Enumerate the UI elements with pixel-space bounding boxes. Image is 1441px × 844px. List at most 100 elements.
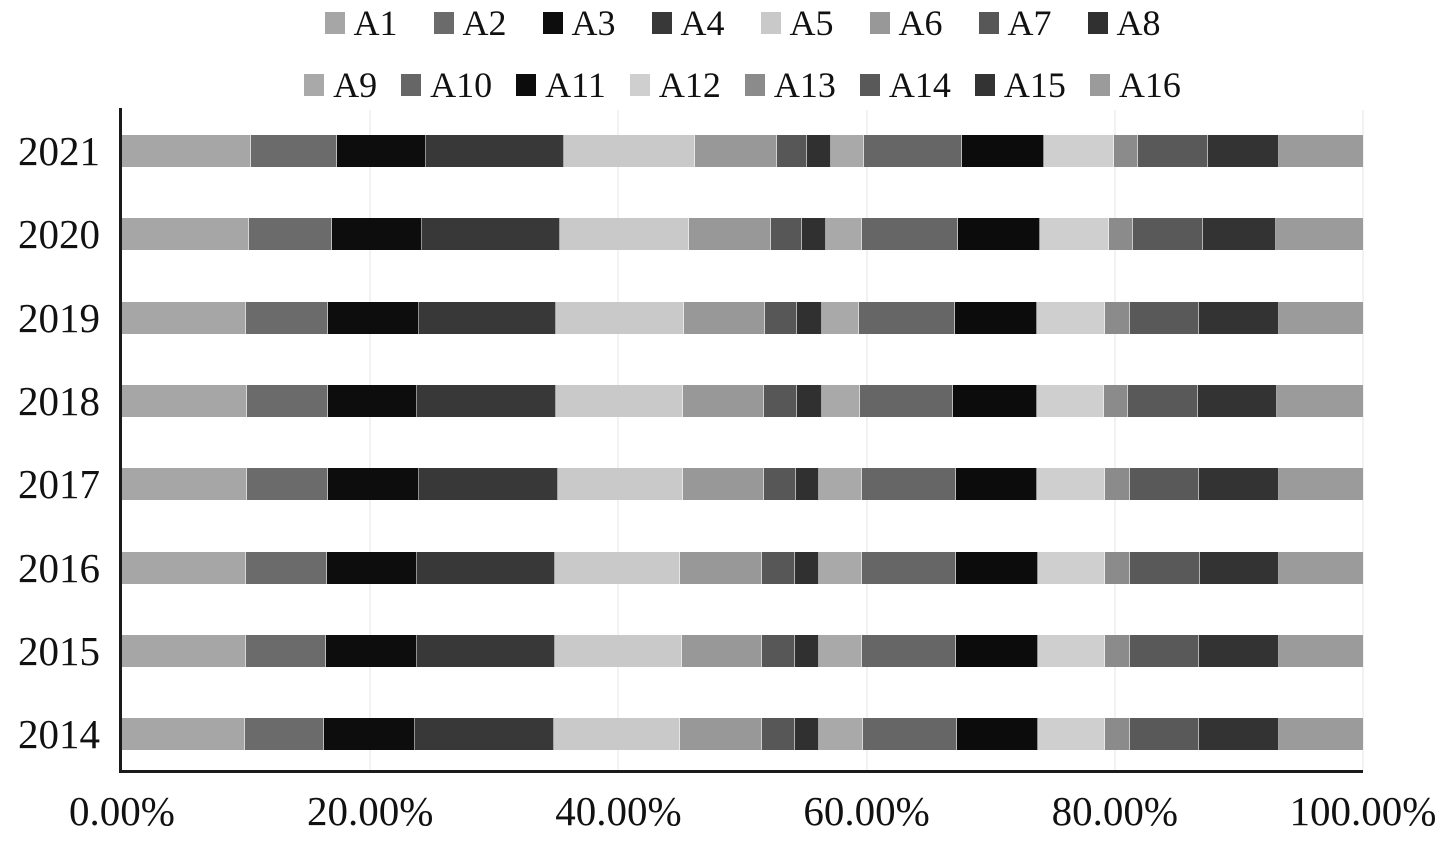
y-axis-label-2015: 2015 xyxy=(18,627,100,674)
bar-segment-2014-A10 xyxy=(862,718,958,751)
gridline-20 xyxy=(369,110,372,771)
bar-segment-2016-A12 xyxy=(1037,551,1105,584)
bar-segment-2018-A2 xyxy=(247,384,329,417)
bar-segment-2016-A15 xyxy=(1200,551,1279,584)
legend-item-A5: A5 xyxy=(760,2,834,44)
legend-swatch-A9 xyxy=(304,74,325,96)
bar-segment-2018-A7 xyxy=(763,384,798,417)
bar-segment-2017-A1 xyxy=(122,468,248,501)
bar-segment-2018-A11 xyxy=(953,384,1037,417)
legend-swatch-A6 xyxy=(869,12,890,34)
legend-label: A13 xyxy=(773,65,836,105)
legend-item-A8: A8 xyxy=(1087,2,1161,44)
bar-segment-2015-A6 xyxy=(681,634,763,667)
bar-segment-2018-A14 xyxy=(1128,384,1198,417)
bar-segment-2017-A6 xyxy=(682,468,764,501)
bar-segment-2014-A14 xyxy=(1129,718,1200,751)
bar-segment-2018-A16 xyxy=(1277,384,1363,417)
legend-label: A16 xyxy=(1118,65,1181,105)
bar-segment-2020-A7 xyxy=(771,218,803,251)
bar-segment-2016-A7 xyxy=(762,551,795,584)
bar-segment-2021-A11 xyxy=(962,135,1045,167)
legend-label: A10 xyxy=(430,65,493,105)
legend-item-A6: A6 xyxy=(869,2,943,44)
bar-segment-2017-A16 xyxy=(1278,468,1363,501)
bar-segment-2018-A6 xyxy=(682,384,764,417)
bar-segment-2016-A11 xyxy=(955,551,1038,584)
legend-swatch-A1 xyxy=(324,12,345,34)
y-axis-label-2018: 2018 xyxy=(18,377,100,424)
bar-segment-2021-A7 xyxy=(777,135,808,167)
x-axis-label-60: 60.00% xyxy=(803,788,930,834)
legend-swatch-A11 xyxy=(516,74,537,96)
bar-segment-2014-A12 xyxy=(1037,718,1105,751)
bar-segment-2016-A6 xyxy=(680,551,763,584)
bar-segment-2017-A3 xyxy=(328,468,419,501)
legend-swatch-A3 xyxy=(542,12,563,34)
bar-segment-2015-A7 xyxy=(762,634,795,667)
legend-item-A9: A9 xyxy=(304,64,377,106)
bar-segment-2020-A3 xyxy=(331,218,423,251)
bar-segment-2015-A11 xyxy=(955,634,1038,667)
bar-segment-2016-A13 xyxy=(1104,551,1130,584)
bar-segment-2015-A4 xyxy=(417,634,556,667)
bar-segment-2015-A8 xyxy=(794,634,820,667)
bar-segment-2015-A3 xyxy=(325,634,418,667)
bar-segment-2014-A5 xyxy=(553,718,681,751)
bar-segment-2014-A2 xyxy=(244,718,325,751)
bar-segment-2014-A11 xyxy=(957,718,1038,751)
bar-row-2021 xyxy=(122,135,1363,167)
bar-segment-2017-A5 xyxy=(557,468,683,501)
bar-segment-2019-A6 xyxy=(684,301,765,334)
legend-label: A9 xyxy=(333,65,378,105)
legend-swatch-A16 xyxy=(1089,74,1110,96)
legend-item-A11: A11 xyxy=(516,64,606,106)
y-axis-line xyxy=(119,108,122,773)
bar-segment-2015-A15 xyxy=(1199,634,1279,667)
bar-segment-2019-A12 xyxy=(1036,301,1105,334)
bar-segment-2017-A14 xyxy=(1129,468,1200,501)
bar-segment-2019-A8 xyxy=(797,301,822,334)
bar-segment-2018-A15 xyxy=(1197,384,1278,417)
legend-label: A14 xyxy=(888,65,951,105)
legend-swatch-A8 xyxy=(1087,12,1108,34)
bar-segment-2015-A16 xyxy=(1278,634,1363,667)
bar-segment-2018-A4 xyxy=(417,384,557,417)
legend-label: A8 xyxy=(1116,3,1161,43)
bar-segment-2016-A4 xyxy=(417,551,556,584)
bar-segment-2020-A13 xyxy=(1108,218,1134,251)
bar-segment-2016-A3 xyxy=(326,551,418,584)
legend-swatch-A15 xyxy=(974,74,995,96)
bar-segment-2019-A15 xyxy=(1199,301,1279,334)
bar-segment-2021-A4 xyxy=(426,135,564,167)
bar-segment-2020-A10 xyxy=(861,218,959,251)
bar-segment-2019-A13 xyxy=(1104,301,1130,334)
x-axis-label-80: 80.00% xyxy=(1051,788,1178,834)
legend-item-A10: A10 xyxy=(401,64,492,106)
bar-segment-2019-A10 xyxy=(859,301,955,334)
bar-segment-2021-A14 xyxy=(1138,135,1208,167)
bar-segment-2019-A9 xyxy=(821,301,860,334)
y-axis-label-2020: 2020 xyxy=(18,211,100,258)
bar-segment-2018-A9 xyxy=(821,384,861,417)
bar-segment-2018-A12 xyxy=(1036,384,1104,417)
bar-row-2015 xyxy=(122,634,1363,667)
bar-segment-2017-A4 xyxy=(418,468,558,501)
legend-label: A5 xyxy=(789,3,834,43)
legend-swatch-A12 xyxy=(629,74,650,96)
bar-segment-2020-A8 xyxy=(802,218,826,251)
legend-label: A12 xyxy=(658,65,721,105)
legend-label: A3 xyxy=(571,3,616,43)
bar-segment-2016-A16 xyxy=(1278,551,1363,584)
bar-segment-2021-A3 xyxy=(336,135,427,167)
bar-segment-2021-A13 xyxy=(1113,135,1139,167)
bar-segment-2020-A5 xyxy=(560,218,690,251)
bar-segment-2016-A14 xyxy=(1129,551,1201,584)
y-axis-label-2017: 2017 xyxy=(18,461,100,508)
bar-segment-2018-A13 xyxy=(1103,384,1129,417)
bar-segment-2019-A3 xyxy=(328,301,419,334)
bar-segment-2021-A6 xyxy=(695,135,778,167)
x-axis-label-20: 20.00% xyxy=(306,788,434,834)
legend-item-A16: A16 xyxy=(1089,64,1181,106)
